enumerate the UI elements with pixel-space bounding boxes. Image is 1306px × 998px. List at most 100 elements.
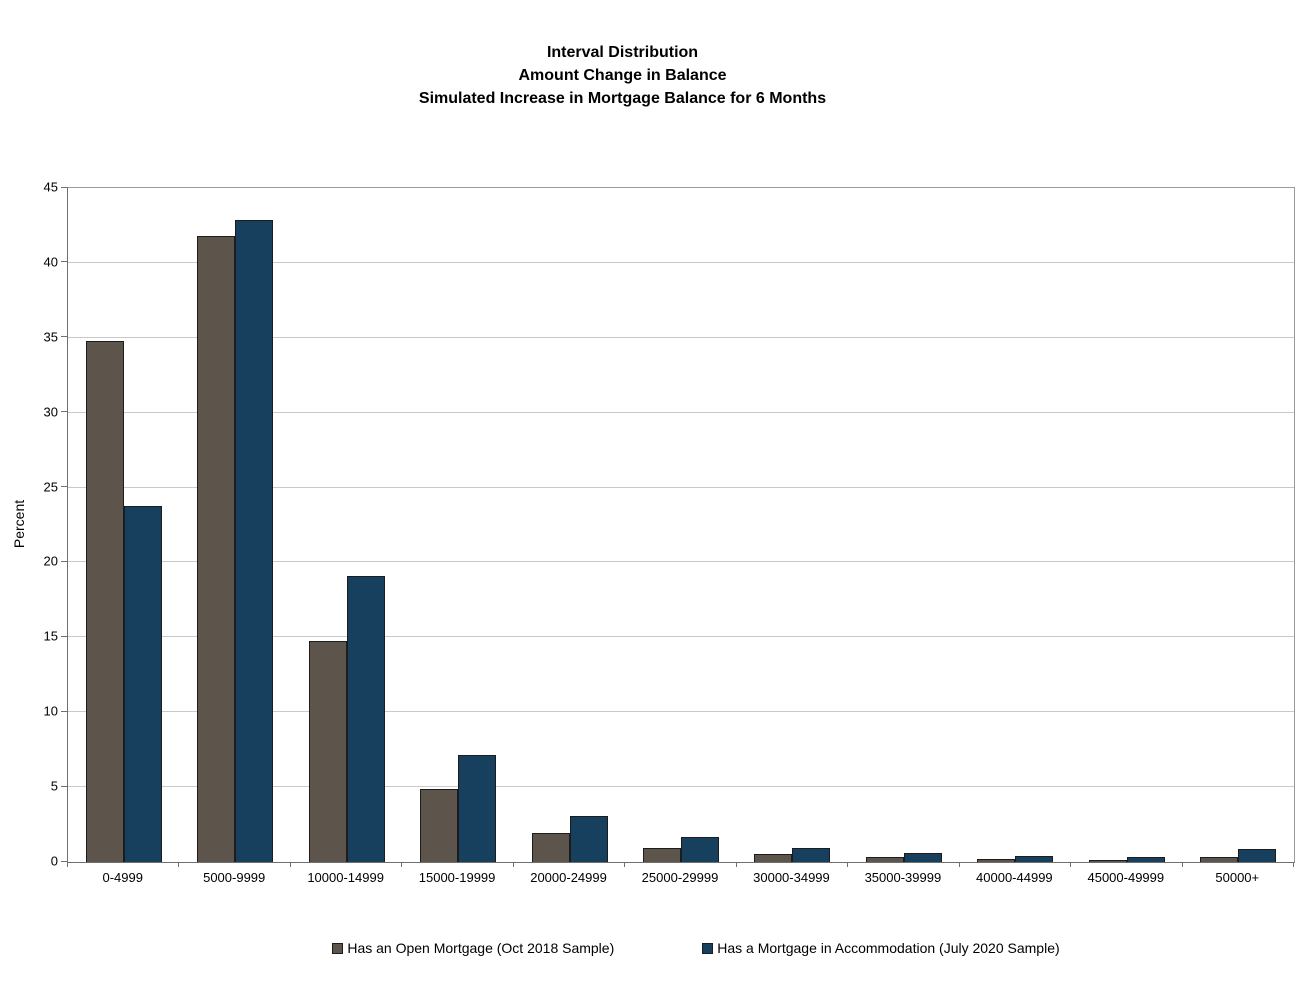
legend: Has an Open Mortgage (Oct 2018 Sample) Ha…: [0, 940, 1306, 956]
x-tick-label: 0-4999: [102, 870, 143, 885]
bar: [123, 506, 162, 862]
bar: [680, 837, 719, 862]
bar: [531, 832, 570, 862]
bar: [977, 858, 1016, 862]
gridline: [68, 411, 1294, 413]
bar-group-40000-44999: [960, 188, 1071, 862]
x-tick-mark: [401, 862, 403, 867]
x-axis-tick-marks: [67, 862, 1294, 868]
y-tick-mark: [61, 785, 67, 787]
bar: [754, 853, 793, 862]
gridline: [68, 561, 1294, 563]
bar: [1015, 855, 1054, 862]
y-tick-label: 40: [43, 254, 58, 270]
y-tick-mark: [61, 261, 67, 263]
bar: [458, 754, 497, 862]
y-tick-label: 25: [43, 479, 58, 495]
x-tick-mark: [1293, 862, 1294, 867]
y-tick-mark: [61, 186, 67, 188]
bar: [642, 847, 681, 862]
bar: [865, 856, 904, 862]
x-tick-label: 20000-24999: [530, 870, 607, 885]
y-axis-tick-marks: [61, 186, 67, 862]
bar-group-30000-34999: [737, 188, 848, 862]
bar-group-15000-19999: [402, 188, 513, 862]
bar: [1126, 857, 1165, 862]
bar: [903, 852, 942, 862]
bar-group-20000-24999: [514, 188, 625, 862]
x-tick-mark: [847, 862, 849, 867]
bar: [235, 219, 274, 862]
gridline: [68, 786, 1294, 788]
chart-title-line-2: Amount Change in Balance: [518, 67, 727, 84]
x-tick-mark: [178, 862, 180, 867]
chart-title-line-1: Interval Distribution: [546, 44, 699, 61]
gridline: [68, 486, 1294, 488]
y-tick-mark: [61, 710, 67, 712]
y-tick-mark: [61, 411, 67, 413]
bar-group-0-4999: [68, 188, 179, 862]
bar: [1088, 859, 1127, 862]
legend-label: Has a Mortgage in Accommodation (July 20…: [717, 940, 1060, 956]
x-tick-label: 10000-14999: [307, 870, 384, 885]
bar-group-50000+: [1183, 188, 1294, 862]
y-tick-label: 10: [43, 703, 58, 719]
legend-marker-icon: [702, 942, 714, 954]
y-tick-mark: [61, 336, 67, 338]
legend-item: Has an Open Mortgage (Oct 2018 Sample): [332, 940, 614, 956]
x-tick-label: 30000-34999: [753, 870, 830, 885]
bar-group-25000-29999: [625, 188, 736, 862]
bar: [569, 816, 608, 862]
y-tick-mark: [61, 486, 67, 488]
bar: [85, 341, 124, 862]
bar: [420, 789, 459, 862]
gridline: [68, 261, 1294, 263]
bar: [1238, 849, 1277, 862]
x-tick-label: 15000-19999: [418, 870, 496, 885]
bar-group-45000-49999: [1071, 188, 1182, 862]
x-tick-mark: [1181, 862, 1183, 867]
x-tick-mark: [1070, 862, 1072, 867]
y-tick-mark: [61, 560, 67, 562]
y-tick-label: 5: [50, 778, 58, 794]
y-tick-label: 0: [50, 853, 58, 869]
x-tick-mark: [512, 862, 514, 867]
y-tick-label: 30: [43, 404, 58, 420]
x-tick-label: 35000-39999: [864, 870, 942, 885]
y-tick-label: 35: [43, 329, 58, 345]
legend-label: Has an Open Mortgage (Oct 2018 Sample): [347, 940, 615, 956]
x-tick-label: 5000-9999: [203, 870, 266, 885]
gridline: [68, 636, 1294, 638]
x-tick-mark: [958, 862, 960, 867]
gridline: [68, 336, 1294, 338]
chart-title: Interval Distribution Amount Change in B…: [0, 41, 1245, 110]
plot-area: [67, 187, 1295, 863]
x-tick-mark: [624, 862, 626, 867]
gridline: [68, 711, 1294, 713]
bar-groups: [68, 188, 1294, 862]
x-tick-mark: [735, 862, 737, 867]
y-tick-label: 45: [43, 179, 58, 195]
bar: [197, 236, 236, 862]
bar: [308, 640, 347, 862]
bar: [346, 576, 385, 862]
x-tick-label: 45000-49999: [1087, 870, 1165, 885]
x-tick-mark: [67, 862, 68, 867]
bar-group-10000-14999: [291, 188, 402, 862]
x-tick-label: 40000-44999: [976, 870, 1053, 885]
y-tick-label: 15: [43, 628, 58, 644]
bar-group-5000-9999: [179, 188, 290, 862]
x-axis-tick-labels: 0-4999 5000-9999 10000-14999 15000-19999 200…: [67, 870, 1293, 885]
chart-title-line-3: Simulated Increase in Mortgage Balance f…: [418, 90, 827, 107]
y-tick-label: 20: [43, 553, 58, 569]
y-tick-mark: [61, 860, 67, 862]
legend-item: Has a Mortgage in Accommodation (July 20…: [702, 940, 1060, 956]
x-tick-label: 50000+: [1215, 870, 1260, 885]
x-tick-label: 25000-29999: [641, 870, 719, 885]
y-tick-mark: [61, 635, 67, 637]
bar-group-35000-39999: [848, 188, 959, 862]
x-tick-mark: [289, 862, 291, 867]
bar: [792, 847, 831, 862]
y-axis-tick-labels: 0 5 10 15 20 25 30 35 40 45: [0, 180, 58, 869]
